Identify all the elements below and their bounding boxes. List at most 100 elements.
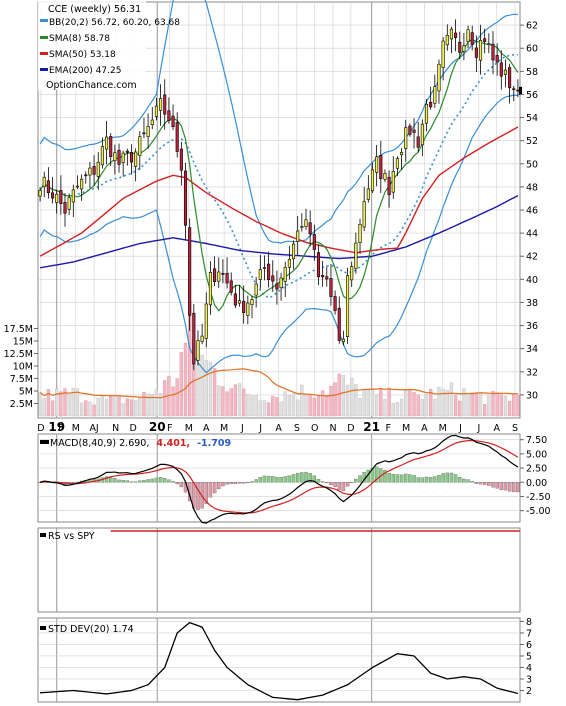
candle-body — [183, 170, 188, 226]
candle-body — [408, 125, 412, 135]
candle-body — [121, 152, 125, 163]
candle-body — [279, 277, 283, 289]
candle-body — [404, 127, 408, 149]
sma50-line — [39, 126, 519, 257]
candle-body — [38, 190, 42, 197]
candle-body — [379, 155, 383, 179]
volume-ma-line — [39, 368, 518, 399]
macd-hist-bar — [217, 482, 221, 490]
candle-body — [287, 259, 291, 268]
volume-bar — [395, 402, 400, 417]
x-tick-label: J — [240, 423, 244, 434]
x-tick-label: F — [167, 423, 172, 434]
macd-hist-bar — [308, 473, 312, 483]
candle-body — [217, 271, 221, 282]
x-tick-label: M — [220, 423, 228, 434]
candle-body — [154, 105, 158, 117]
rs-legend: RS vs SPY — [48, 531, 95, 542]
macd-hist-bar — [291, 474, 296, 483]
std-tick-label: 5 — [526, 651, 532, 662]
macd-hist-bar — [470, 481, 474, 483]
candle-body — [387, 176, 391, 195]
volume-tick-label: 10M — [13, 362, 33, 373]
volume-bar — [63, 388, 67, 417]
volume-bar — [200, 355, 204, 417]
candle-body — [366, 188, 370, 200]
candle-body — [354, 242, 358, 269]
macd-hist-bar — [333, 482, 337, 487]
volume-bar — [399, 398, 404, 417]
macd-hist-bar — [133, 481, 138, 483]
candle-body — [424, 103, 429, 124]
volume-bar — [138, 397, 142, 417]
legend-ema200: EMA(200) 47.25 — [49, 66, 121, 76]
volume-bar — [437, 387, 441, 417]
volume-bar — [408, 389, 412, 417]
macd-hist-bar — [204, 482, 208, 504]
macd-hist-bar — [449, 472, 454, 483]
std-tick-label: 6 — [526, 640, 532, 651]
macd-hist-bar — [445, 472, 449, 483]
candle-body — [400, 152, 404, 156]
candle-body — [283, 266, 287, 282]
macd-hist-bar — [113, 478, 117, 483]
macd-hist-bar — [221, 482, 225, 487]
candle-body — [213, 268, 217, 283]
macd-hist-bar — [416, 477, 420, 483]
candle-body — [229, 280, 233, 293]
volume-bar — [262, 400, 267, 417]
volume-bar — [117, 395, 121, 417]
macd-hist-bar — [142, 479, 146, 483]
price-tick-label: 30 — [526, 390, 538, 401]
candle-body — [312, 234, 316, 250]
candle-body — [75, 185, 80, 188]
price-tick-label: 44 — [526, 229, 538, 240]
macd-hist-bar — [271, 476, 275, 483]
x-tick-label: S — [294, 423, 300, 434]
macd-hist-bar — [391, 474, 395, 483]
macd-hist-bar — [491, 482, 495, 488]
macd-hist-bar — [329, 482, 333, 486]
volume-bar — [483, 404, 487, 417]
volume-bar — [121, 403, 125, 417]
macd-hist-bar — [316, 479, 321, 483]
candle-body — [150, 119, 154, 126]
macd-hist-bar — [295, 472, 300, 483]
macd-tick-label: 5.00 — [526, 449, 547, 460]
candle-body — [478, 39, 483, 61]
volume-bar — [212, 368, 217, 417]
rs-legend-swatch — [40, 533, 46, 537]
volume-bar — [499, 394, 503, 417]
macd-hist-bar — [237, 482, 242, 484]
macd-hist-bar — [383, 469, 387, 483]
price-tick-label: 40 — [526, 275, 538, 286]
macd-hist-bar — [158, 477, 163, 483]
macd-hist-bar — [246, 482, 250, 484]
candle-body — [113, 152, 117, 162]
candle-body — [516, 89, 520, 92]
candle-body — [208, 272, 212, 306]
candle-body — [329, 278, 333, 297]
candle-body — [416, 136, 420, 148]
macd-hist-bar — [395, 474, 400, 483]
macd-signal-line — [40, 439, 519, 514]
candle-body — [146, 126, 150, 138]
candle-body — [262, 267, 267, 269]
candle-body — [458, 41, 462, 53]
legend-swatch-bb — [40, 19, 48, 22]
volume-bar — [516, 394, 520, 417]
candle-body — [142, 132, 146, 135]
x-tick-label: 21 — [363, 420, 380, 434]
volume-bar — [154, 389, 159, 417]
macd-hist-bar — [341, 482, 346, 491]
volume-bar — [474, 392, 479, 417]
volume-bar — [113, 395, 117, 417]
volume-bar — [55, 388, 59, 417]
candle-body — [246, 302, 250, 316]
candle-body — [134, 151, 138, 167]
volume-bar — [333, 382, 337, 417]
candle-body — [171, 115, 175, 128]
volume-bar — [71, 387, 75, 417]
volume-bar — [163, 380, 167, 417]
macd-hist-bar — [399, 474, 404, 483]
